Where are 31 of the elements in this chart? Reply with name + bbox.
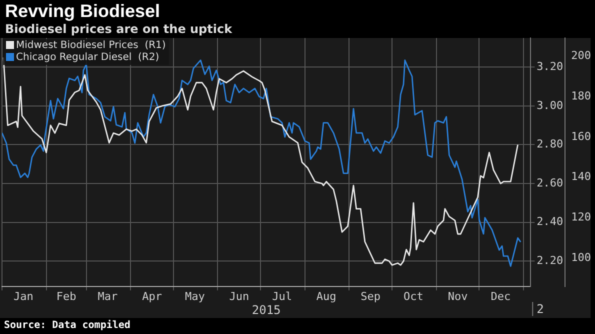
y2-tick-label: 120	[571, 210, 592, 224]
x-tick-label: Apr	[142, 290, 162, 303]
chart-title: Revving Biodiesel	[5, 1, 160, 22]
x-tick-label: Sep	[360, 290, 381, 303]
y2-tick-label: 180	[571, 89, 592, 102]
legend-label: Chicago Regular Diesel (R2)	[15, 52, 160, 64]
y2-tick-label: 100	[571, 250, 592, 264]
x-tick-label: Oct	[404, 290, 424, 303]
source-note: Source: Data compiled	[4, 320, 130, 331]
y-tick-label: 3.20	[536, 60, 564, 73]
x-tick-label: Nov	[448, 290, 468, 303]
legend-label: Midwest Biodiesel Prices (R1)	[15, 40, 166, 52]
y-tick-label: 3.00	[536, 98, 564, 112]
x-tick-label: Dec	[490, 290, 511, 303]
chart-subtitle: Biodiesel prices are on the uptick	[5, 22, 232, 36]
x-tick-label: Jul	[272, 290, 292, 303]
x-tick-label: Aug	[316, 290, 336, 303]
x-tick-label: Jan	[13, 290, 34, 303]
x-tick-label: Feb	[56, 290, 76, 303]
x-tick-label: Mar	[98, 290, 118, 303]
text: 2	[536, 302, 544, 316]
y-tick-label: 2.80	[536, 138, 564, 151]
x-tick-label: Jun	[229, 290, 250, 303]
y2-tick-label: 140	[571, 170, 592, 184]
y-tick-label: 2.20	[536, 254, 564, 268]
x-tick-label: May	[184, 290, 206, 303]
y2-tick-label: 160	[571, 130, 592, 143]
x-axis-title: 2015	[252, 302, 281, 317]
y2-tick-label: 200	[571, 49, 592, 62]
y-tick-label: 2.40	[536, 215, 564, 228]
y-tick-label: 2.60	[536, 176, 564, 190]
